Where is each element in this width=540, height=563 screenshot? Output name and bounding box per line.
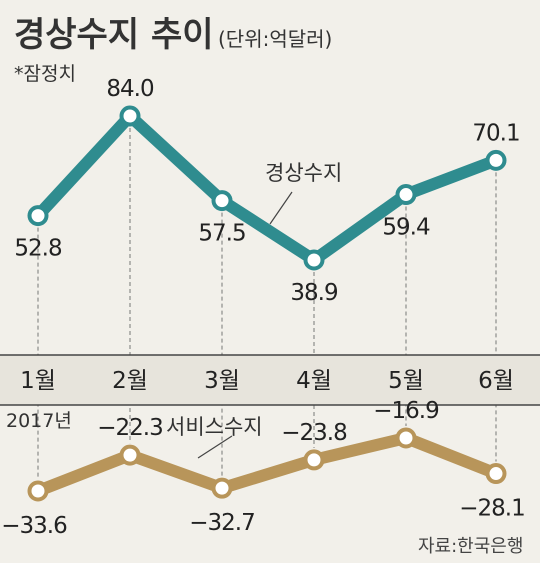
services-point-6 xyxy=(485,463,507,485)
services-value-label-1: −33.6 xyxy=(1,513,67,539)
current-account-value-label-6: 70.1 xyxy=(472,120,519,146)
current-account-leader-line xyxy=(269,191,293,225)
current-account-series-label: 경상수지 xyxy=(265,161,342,185)
source-label: 자료:한국은행 xyxy=(418,536,523,557)
services-point-5 xyxy=(395,427,417,449)
month-label-2: 2월 xyxy=(112,368,148,394)
current-account-point-6 xyxy=(485,149,507,171)
current-account-value-label-5: 59.4 xyxy=(382,215,430,241)
series-group: 52.8 84.0 57.5 38.9 59.4 70.1 −33.6 −22.3 −32.7 −… xyxy=(1,76,525,539)
services-series-label: 서비스수지 xyxy=(166,415,263,439)
current-account-value-label-2: 84.0 xyxy=(106,76,154,102)
current-account-point-3 xyxy=(211,190,233,212)
month-label-4: 4월 xyxy=(296,368,332,394)
current-account-point-5 xyxy=(395,184,417,206)
services-value-label-3: −32.7 xyxy=(189,510,254,536)
month-label-5: 5월 xyxy=(388,368,424,394)
services-point-4 xyxy=(303,449,325,471)
month-labels: 1월 2월 3월 4월 5월 6월 xyxy=(20,368,514,394)
services-point-1 xyxy=(27,480,49,502)
services-leader-line xyxy=(197,435,233,459)
current-account-value-label-3: 57.5 xyxy=(198,221,245,247)
services-value-label-2: −22.3 xyxy=(97,415,162,441)
current-account-line xyxy=(32,110,502,266)
services-value-label-5: −16.9 xyxy=(373,398,439,424)
current-account-value-label-1: 52.8 xyxy=(14,236,62,262)
current-account-point-2 xyxy=(119,105,141,127)
month-label-6: 6월 xyxy=(478,368,514,394)
services-value-label-6: −28.1 xyxy=(459,496,524,522)
current-account-point-4 xyxy=(303,249,325,271)
chart-title: 경상수지 추이 xyxy=(14,15,214,55)
current-account-value-label-4: 38.9 xyxy=(290,280,338,306)
month-band xyxy=(0,355,540,405)
provisional-note: *잠정치 xyxy=(14,63,76,85)
month-label-1: 1월 xyxy=(20,368,56,394)
year-label: 2017년 xyxy=(6,410,72,432)
services-line xyxy=(32,432,502,497)
current-account-point-1 xyxy=(27,205,49,227)
services-value-label-4: −23.8 xyxy=(281,420,347,446)
month-label-3: 3월 xyxy=(204,368,240,394)
services-point-2 xyxy=(119,444,141,466)
chart-unit: (단위:억달러) xyxy=(218,27,332,51)
services-point-3 xyxy=(211,477,233,499)
